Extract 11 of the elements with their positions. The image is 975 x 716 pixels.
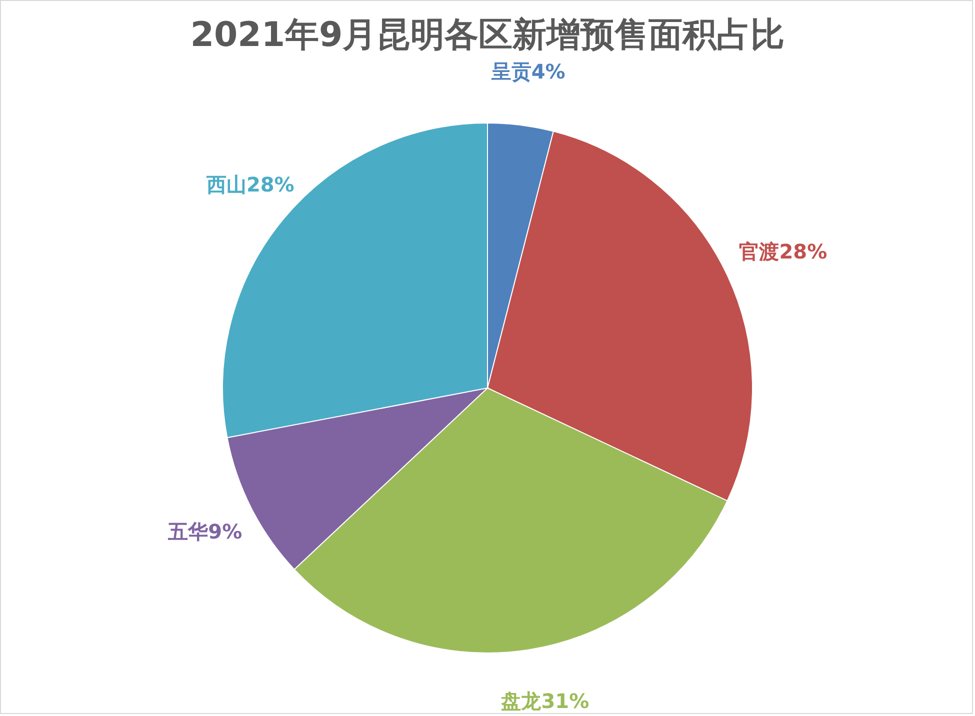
data-label: 4% [531,60,566,84]
slice-label: 五华 [167,519,208,544]
chart-title: 2021年9月昆明各区新增预售面积占比 [190,15,785,55]
slice-label: 盘龙 [500,689,542,714]
data-label: 28% [779,240,828,264]
data-label: 28% [246,172,294,196]
data-label: 31% [541,689,590,714]
slice-label: 西山 [205,172,246,196]
slice-label: 官渡 [739,240,780,264]
slice-label: 呈贡 [490,60,532,84]
data-label: 9% [208,519,242,544]
